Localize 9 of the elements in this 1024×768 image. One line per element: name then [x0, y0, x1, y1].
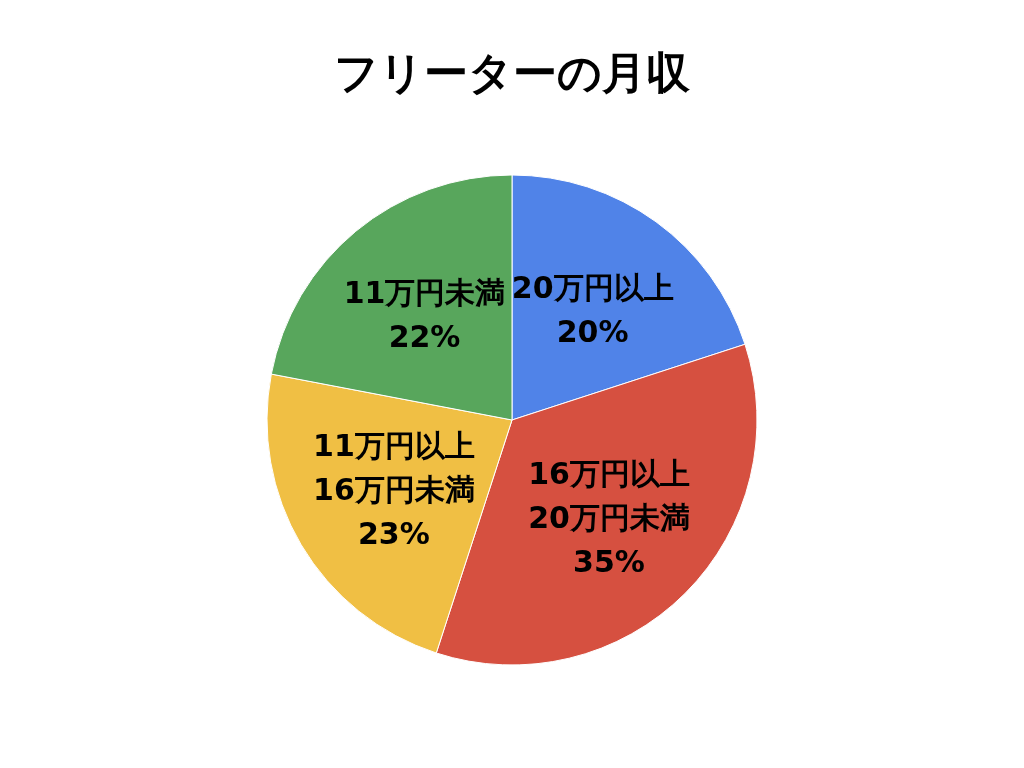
chart-title: フリーターの月収 [334, 46, 690, 98]
slice-label: 11万円未満 [343, 274, 506, 310]
slice-label: 11万円以上 16万円未満 [313, 428, 475, 508]
slice-label: 16万円以上 20万円未満 [528, 455, 690, 535]
slice-label: 20万円以上 [511, 269, 674, 305]
data-label: 20% [556, 313, 629, 349]
data-label: 22% [388, 318, 461, 354]
data-label: 23% [358, 516, 430, 552]
data-label: 35% [573, 543, 645, 579]
